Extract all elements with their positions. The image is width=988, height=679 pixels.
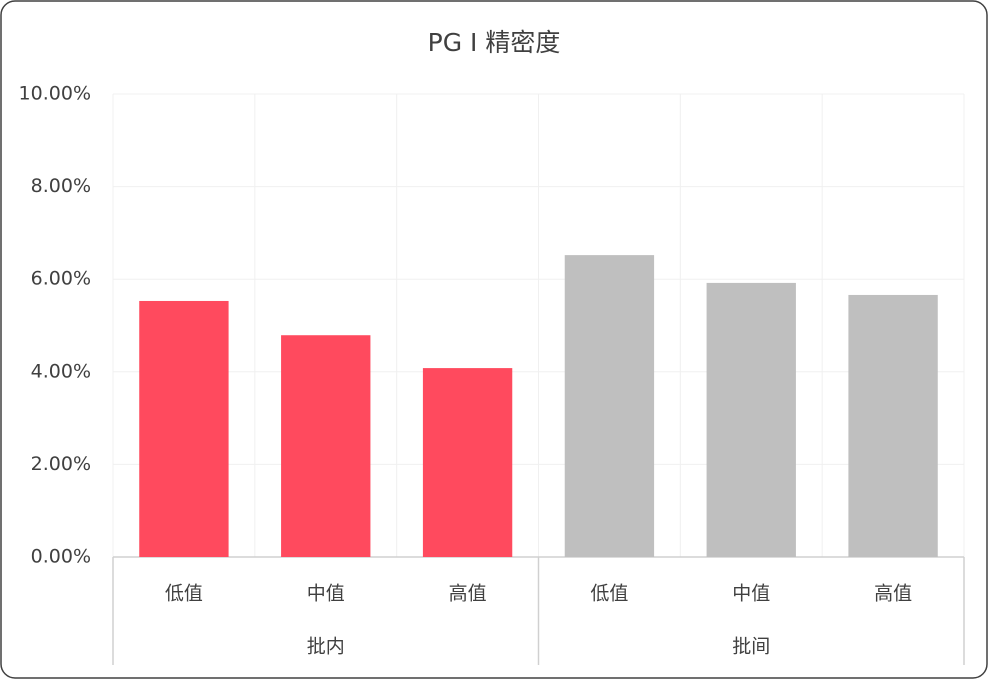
chart-title: PG I 精密度 — [428, 28, 561, 57]
x-tick-label: 中值 — [732, 583, 770, 605]
bar — [848, 294, 938, 557]
group-label: 批间 — [732, 636, 770, 658]
bar — [706, 282, 796, 557]
x-tick-label: 中值 — [307, 583, 345, 605]
bar — [564, 255, 655, 557]
y-tick-label: 6.00% — [31, 268, 91, 290]
x-tick-label: 低值 — [165, 583, 203, 605]
y-tick-label: 10.00% — [19, 83, 91, 105]
x-tick-label: 低值 — [590, 583, 628, 605]
x-tick-label: 高值 — [449, 583, 487, 605]
y-tick-label: 0.00% — [31, 546, 91, 568]
bar — [139, 300, 229, 557]
y-tick-label: 8.00% — [31, 175, 91, 197]
bar — [422, 368, 513, 557]
y-tick-label: 2.00% — [31, 453, 91, 475]
bar — [281, 335, 371, 557]
y-tick-label: 4.00% — [31, 360, 91, 382]
group-label: 批内 — [307, 636, 345, 658]
x-tick-label: 高值 — [874, 583, 912, 605]
